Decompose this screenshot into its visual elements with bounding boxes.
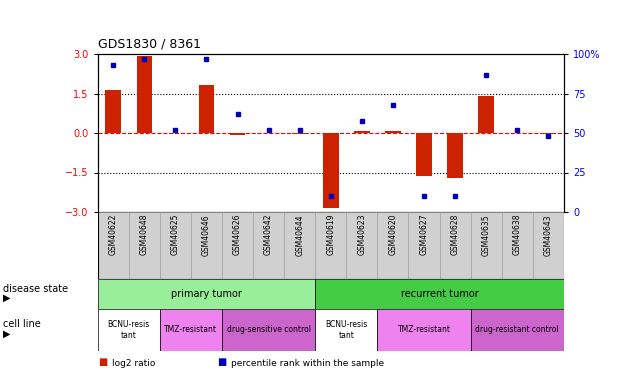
Text: disease state: disease state	[3, 284, 68, 294]
Bar	[191, 212, 222, 279]
Bar	[447, 133, 463, 178]
Bar	[222, 309, 315, 351]
Bar	[346, 212, 377, 279]
Bar	[98, 279, 315, 309]
Bar	[471, 212, 501, 279]
Bar	[501, 212, 533, 279]
Text: BCNU-resis
tant: BCNU-resis tant	[108, 320, 150, 340]
Text: ■: ■	[98, 357, 107, 368]
Bar	[385, 130, 401, 133]
Bar	[377, 212, 408, 279]
Bar	[315, 309, 377, 351]
Bar	[315, 212, 346, 279]
Bar	[129, 212, 160, 279]
Text: drug-resistant control: drug-resistant control	[476, 326, 559, 334]
Bar	[292, 133, 307, 135]
Bar	[105, 90, 121, 133]
Text: GSM40635: GSM40635	[482, 214, 491, 255]
Text: GSM40627: GSM40627	[420, 214, 428, 255]
Bar	[98, 309, 160, 351]
Bar	[440, 212, 471, 279]
Bar	[541, 133, 556, 135]
Text: ▶: ▶	[3, 293, 11, 303]
Text: GSM40646: GSM40646	[202, 214, 211, 255]
Bar	[137, 56, 152, 133]
Bar	[222, 212, 253, 279]
Text: primary tumor: primary tumor	[171, 290, 242, 299]
Bar	[416, 133, 432, 177]
Text: TMZ-resistant: TMZ-resistant	[398, 326, 450, 334]
Text: cell line: cell line	[3, 320, 41, 329]
Text: GSM40619: GSM40619	[326, 214, 335, 255]
Text: TMZ-resistant: TMZ-resistant	[164, 326, 217, 334]
Text: percentile rank within the sample: percentile rank within the sample	[231, 358, 384, 368]
Text: ▶: ▶	[3, 329, 11, 339]
Bar	[478, 96, 494, 133]
Bar	[315, 279, 564, 309]
Text: GSM40626: GSM40626	[233, 214, 242, 255]
Bar	[253, 212, 284, 279]
Bar	[408, 212, 440, 279]
Text: BCNU-resis
tant: BCNU-resis tant	[325, 320, 367, 340]
Text: GSM40648: GSM40648	[140, 214, 149, 255]
Bar	[354, 130, 370, 133]
Text: log2 ratio: log2 ratio	[112, 358, 155, 368]
Text: GSM40625: GSM40625	[171, 214, 180, 255]
Text: recurrent tumor: recurrent tumor	[401, 290, 478, 299]
Bar	[533, 212, 564, 279]
Bar	[230, 133, 245, 135]
Text: ■: ■	[217, 357, 227, 368]
Bar	[284, 212, 315, 279]
Bar	[323, 133, 338, 208]
Bar	[471, 309, 564, 351]
Bar	[377, 309, 471, 351]
Bar	[198, 85, 214, 133]
Bar	[160, 212, 191, 279]
Text: drug-sensitive control: drug-sensitive control	[227, 326, 311, 334]
Text: GSM40644: GSM40644	[295, 214, 304, 255]
Text: GSM40642: GSM40642	[264, 214, 273, 255]
Text: GSM40628: GSM40628	[450, 214, 459, 255]
Text: GSM40638: GSM40638	[513, 214, 522, 255]
Text: GSM40620: GSM40620	[389, 214, 398, 255]
Text: GSM40643: GSM40643	[544, 214, 553, 255]
Text: GDS1830 / 8361: GDS1830 / 8361	[98, 38, 200, 51]
Text: GSM40623: GSM40623	[357, 214, 366, 255]
Bar	[98, 212, 129, 279]
Text: GSM40622: GSM40622	[109, 214, 118, 255]
Bar	[160, 309, 222, 351]
